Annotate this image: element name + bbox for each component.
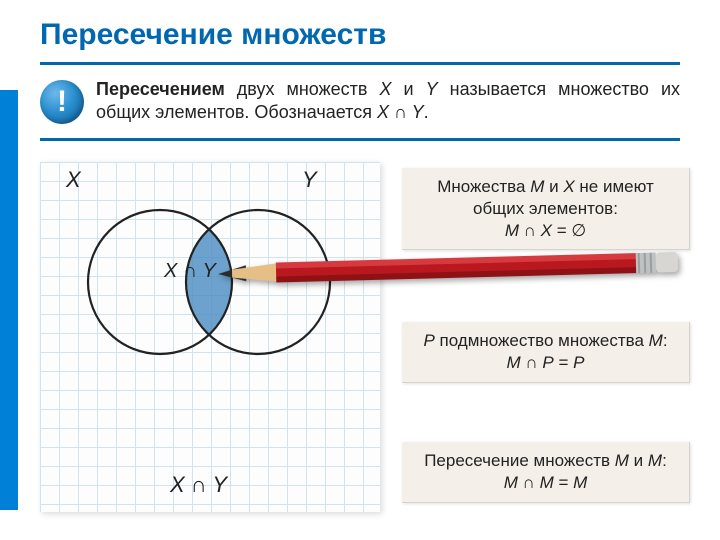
title-underline xyxy=(40,62,680,65)
exclamation-icon: ! xyxy=(40,80,84,124)
page-title: Пересечение множеств xyxy=(40,18,386,52)
definition-underline xyxy=(40,138,680,141)
exclamation-glyph: ! xyxy=(57,85,67,119)
info-box-subset: P подмножество множества M: M ∩ P = P xyxy=(402,322,690,383)
sidebar-accent xyxy=(0,90,18,510)
def-var-x: X xyxy=(379,79,391,99)
info-box-disjoint: Множества M и X не имеют общих элементов… xyxy=(402,168,690,250)
info-box-self: Пересечение множеств M и M: M ∩ M = M xyxy=(402,442,690,503)
definition-row: ! Пересечением двух множеств X и Y назыв… xyxy=(40,78,680,125)
def-bold: Пересечением xyxy=(96,79,225,99)
def-expr: X ∩ Y xyxy=(377,102,424,122)
graph-paper: X Y X ∩ Y X ∩ Y xyxy=(40,162,380,512)
venn-label-intersection: X ∩ Y xyxy=(164,260,216,283)
definition-text: Пересечением двух множеств X и Y называе… xyxy=(96,78,680,125)
def-var-y: Y xyxy=(426,79,438,99)
venn-label-bottom: X ∩ Y xyxy=(170,472,227,498)
